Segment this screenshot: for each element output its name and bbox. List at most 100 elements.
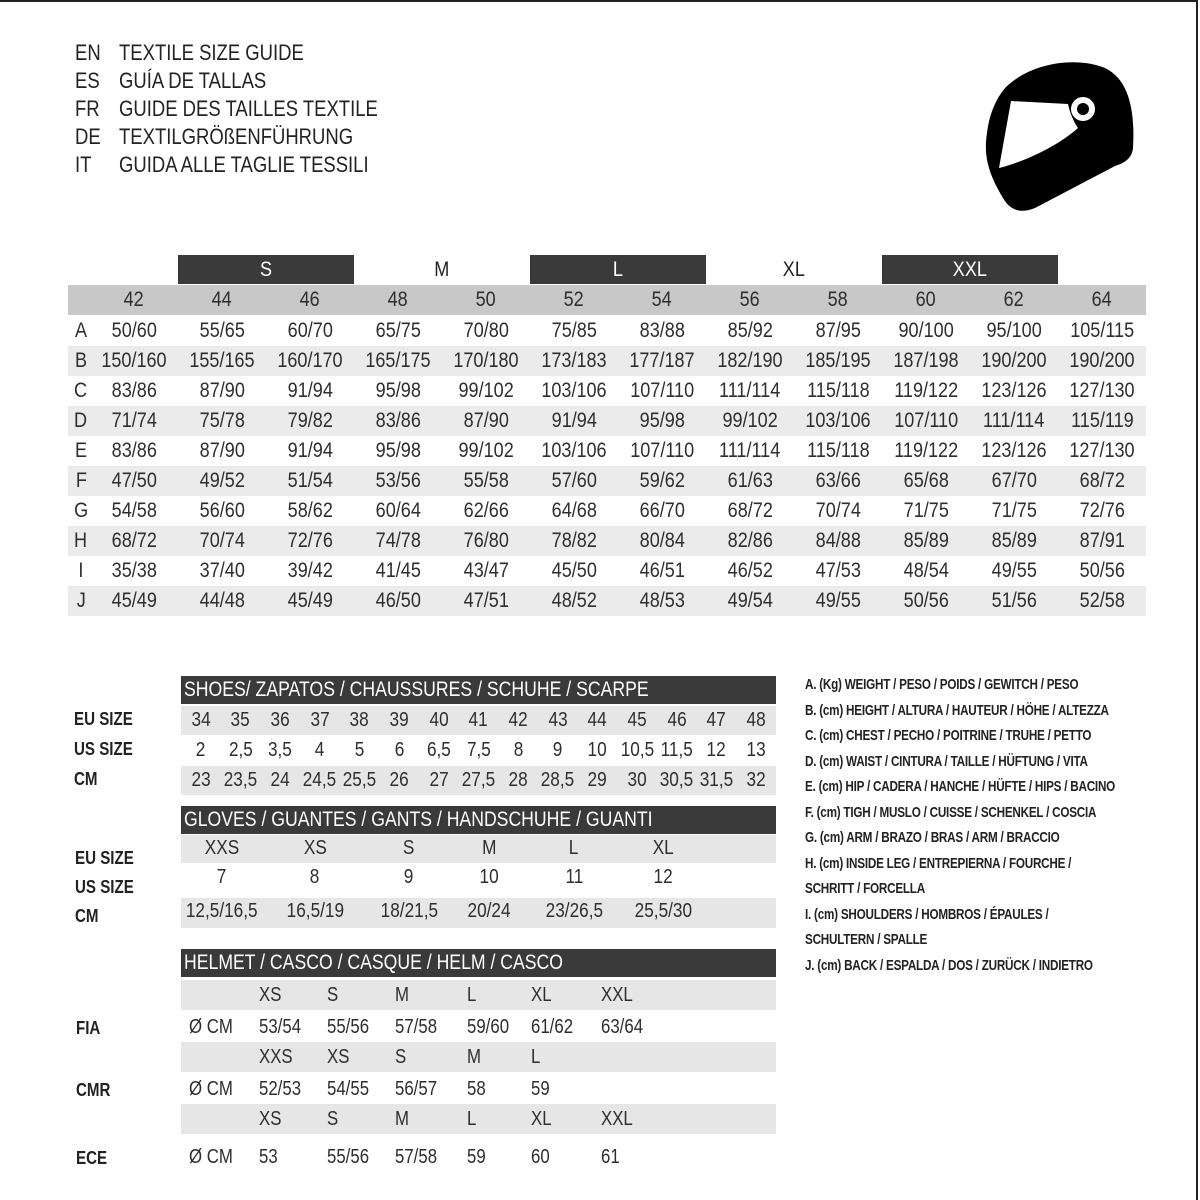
shoe-cell: 6,5: [419, 736, 459, 766]
helmet-size-text: L: [467, 1108, 477, 1130]
helmet-size-text: M: [395, 984, 410, 1006]
measurement-cell: 55/58: [442, 466, 530, 496]
shoe-cell-text: 23: [191, 769, 211, 791]
measurement-cell: 41/45: [354, 556, 442, 586]
legend-line: J. (cm) BACK / ESPALDA / DOS / ZURÜCK / …: [805, 953, 1174, 978]
measurement-cell: 90/100: [882, 316, 970, 346]
measurement-cell: 50/56: [1058, 556, 1146, 586]
glove-row-label-text: CM: [75, 906, 99, 926]
measurement-cell: 59/62: [618, 466, 706, 496]
measurement-cell: 107/110: [882, 406, 970, 436]
measurement-cell: 95/100: [970, 316, 1058, 346]
shoe-cell: 8: [498, 736, 538, 766]
glove-row-label: US SIZE: [75, 877, 145, 898]
measurement-cell-text: 95/98: [375, 439, 421, 462]
measurement-cell: 50/60: [90, 316, 178, 346]
size-header-text: 44: [211, 288, 233, 311]
helmet-size: XS: [259, 980, 286, 1010]
measurement-cell-text: 190/200: [981, 349, 1047, 372]
glove-row: 7 8 9 10 11 12: [181, 864, 776, 894]
size-header-text: 42: [123, 288, 145, 311]
shoe-row-label: CM: [74, 769, 102, 790]
measurement-cell-text: 46/50: [375, 589, 421, 612]
size-header-text: 48: [387, 288, 409, 311]
legend-line: D. (cm) WAIST / CINTURA / TAILLE / HÜFTU…: [805, 749, 1168, 774]
glove-cell-text: 10: [479, 866, 499, 888]
measurement-cell-text: 150/160: [101, 349, 167, 372]
measurement-cell: 51/56: [970, 586, 1058, 616]
measurement-cell: 95/98: [354, 436, 442, 466]
gloves-table: GLOVES / GUANTES / GANTS / HANDSCHUHE / …: [75, 806, 776, 931]
measurement-cell: 74/78: [354, 526, 442, 556]
helmet-value-text: 60: [531, 1146, 550, 1168]
measurement-cell-text: 37/40: [199, 559, 245, 582]
row-label: H: [70, 526, 92, 556]
shoe-cell-text: 23,5: [223, 769, 258, 791]
measurement-cell-text: 87/95: [815, 319, 861, 342]
measurement-cell: 75/85: [530, 316, 618, 346]
shoe-cell: 10: [578, 736, 618, 766]
measurement-cell: 103/106: [530, 376, 618, 406]
row-label-text: E: [74, 439, 88, 462]
shoe-cell: 38: [340, 706, 380, 736]
shoe-cell-text: 13: [746, 739, 766, 761]
glove-cell: M: [439, 833, 539, 863]
shoe-cell: 37: [300, 706, 340, 736]
measurement-cell-text: 54/58: [111, 499, 157, 522]
measurement-cell-text: 65/75: [375, 319, 421, 342]
legend-line-text: G. (cm) ARM / BRAZO / BRAS / ARM / BRACC…: [805, 829, 1060, 846]
legend-line-text: SCHRITT / FORCELLA: [805, 880, 925, 897]
measurement-cell-text: 91/94: [287, 379, 333, 402]
glove-cell-text: XXS: [204, 837, 240, 859]
helmet-value-row-ece: Ø CM 53 55/56 57/58 59 60 61: [181, 1136, 776, 1168]
measurement-cell-text: 63/66: [815, 469, 861, 492]
helmet-value: 58: [467, 1074, 489, 1104]
helmet-value-text: 55/56: [327, 1146, 370, 1168]
helmet-size: S: [327, 980, 340, 1010]
measurement-cell-text: 65/68: [903, 469, 949, 492]
measurement-cell-text: 56/60: [199, 499, 245, 522]
glove-cell-text: L: [569, 837, 579, 859]
measurement-cell: 83/86: [90, 376, 178, 406]
size-header: 44: [178, 285, 266, 315]
measurement-cell-text: 115/118: [806, 379, 870, 402]
shoe-row: 2 2,5 3,5 4 5 6 6,5 7,5 8 9 10 10,5 11,5 12 13: [181, 736, 776, 765]
helmet-value-text: 53: [259, 1146, 278, 1168]
helmet-value-text: 59/60: [467, 1016, 510, 1038]
measurement-row-d: D 71/74 75/78 79/82 83/86 87/90 91/94 95/98 99/1…: [68, 406, 1146, 436]
measurement-cell-text: 39/42: [287, 559, 333, 582]
measurement-cell: 115/119: [1058, 406, 1146, 436]
measurement-cell-text: 71/75: [991, 499, 1037, 522]
shoe-cell-text: 40: [429, 709, 449, 731]
measurement-cell: 190/200: [970, 346, 1058, 376]
helmet-size: S: [327, 1104, 340, 1134]
shoe-cell-text: 10: [587, 739, 608, 761]
shoe-cell-text: 12: [706, 739, 727, 761]
legend-line-text: B. (cm) HEIGHT / ALTURA / HAUTEUR / HÖHE…: [805, 701, 1109, 719]
size-group-xxl-text: XXL: [952, 258, 988, 281]
shoe-cell: 13: [736, 736, 776, 766]
helmet-value: 59: [467, 1142, 489, 1172]
measurement-cell-text: 170/180: [453, 349, 519, 372]
helmet-value: 57/58: [395, 1142, 445, 1172]
legend-line-text: A. (Kg) WEIGHT / PESO / POIDS / GEWITCH …: [805, 676, 1079, 693]
measurement-cell: 83/86: [90, 436, 178, 466]
legend-line: A. (Kg) WEIGHT / PESO / POIDS / GEWITCH …: [805, 672, 1155, 697]
glove-cell-text: M: [481, 837, 497, 859]
size-header-text: 62: [1003, 288, 1025, 311]
size-header: 46: [266, 285, 354, 315]
measurement-cell-text: 48/54: [903, 559, 949, 582]
helmet-size-text: XXS: [259, 1046, 293, 1068]
measurement-cell: 64/68: [530, 496, 618, 526]
shoe-cell-text: 29: [587, 769, 608, 791]
measurement-cell: 79/82: [266, 406, 354, 436]
helmet-value-text: 57/58: [395, 1016, 438, 1038]
measurement-cell-text: 45/49: [287, 589, 333, 612]
title-line: FR GUIDE DES TAILLES TEXTILE: [75, 95, 475, 123]
gloves-title-bar: GLOVES / GUANTES / GANTS / HANDSCHUHE / …: [181, 806, 776, 834]
helmet-value-text: 52/53: [259, 1078, 302, 1100]
glove-cell: XL: [613, 833, 713, 863]
measurement-cell-text: 82/86: [727, 529, 773, 552]
helmet-unit: Ø CM: [189, 1142, 241, 1172]
helmet-unit: Ø CM: [189, 1012, 241, 1042]
